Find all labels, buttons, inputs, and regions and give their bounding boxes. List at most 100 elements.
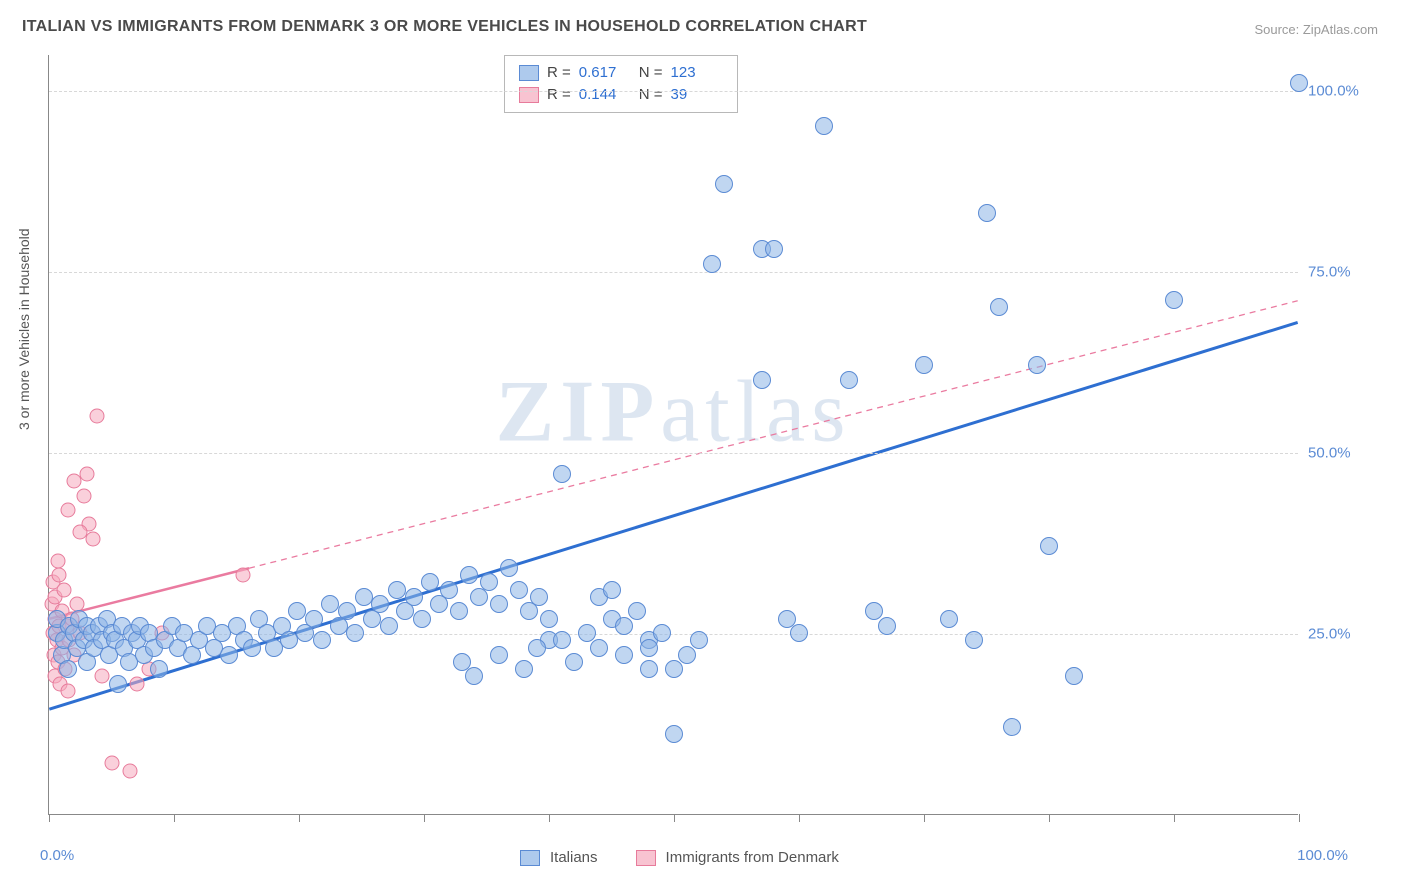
y-tick-label: 50.0% xyxy=(1308,445,1388,462)
data-point xyxy=(405,588,423,606)
data-point xyxy=(59,660,77,678)
x-tick xyxy=(1174,814,1175,822)
data-point xyxy=(235,568,250,583)
data-point xyxy=(123,763,138,778)
data-point xyxy=(590,639,608,657)
data-point xyxy=(313,631,331,649)
data-point xyxy=(50,553,65,568)
regression-lines xyxy=(49,55,1298,814)
data-point xyxy=(500,559,518,577)
data-point xyxy=(220,646,238,664)
y-tick-label: 25.0% xyxy=(1308,626,1388,643)
data-point xyxy=(150,660,168,678)
data-point xyxy=(465,667,483,685)
data-point xyxy=(528,639,546,657)
data-point xyxy=(1040,537,1058,555)
data-point xyxy=(490,646,508,664)
data-point xyxy=(578,624,596,642)
x-tick xyxy=(174,814,175,822)
data-point xyxy=(765,240,783,258)
data-point xyxy=(1028,356,1046,374)
data-point xyxy=(978,204,996,222)
data-point xyxy=(94,669,109,684)
data-point xyxy=(515,660,533,678)
data-point xyxy=(653,624,671,642)
data-point xyxy=(380,617,398,635)
data-point xyxy=(965,631,983,649)
y-tick-label: 100.0% xyxy=(1308,83,1388,100)
data-point xyxy=(77,488,92,503)
data-point xyxy=(790,624,808,642)
data-point xyxy=(878,617,896,635)
x-tick xyxy=(1049,814,1050,822)
data-point xyxy=(628,602,646,620)
data-point xyxy=(338,602,356,620)
data-point xyxy=(990,298,1008,316)
gridline xyxy=(49,272,1298,273)
data-point xyxy=(67,474,82,489)
data-point xyxy=(940,610,958,628)
scatter-plot-area: ZIPatlas R =0.617N =123R =0.144N =39 25.… xyxy=(48,55,1298,815)
data-point xyxy=(815,117,833,135)
data-point xyxy=(1165,291,1183,309)
series-legend: Italians Immigrants from Denmark xyxy=(520,849,839,866)
data-point xyxy=(450,602,468,620)
data-point xyxy=(540,610,558,628)
data-point xyxy=(421,573,439,591)
data-point xyxy=(715,175,733,193)
data-point xyxy=(460,566,478,584)
data-point xyxy=(104,756,119,771)
data-point xyxy=(553,465,571,483)
data-point xyxy=(57,582,72,597)
x-tick xyxy=(1299,814,1300,822)
data-point xyxy=(553,631,571,649)
gridline xyxy=(49,453,1298,454)
data-point xyxy=(129,676,144,691)
data-point xyxy=(690,631,708,649)
y-tick-label: 75.0% xyxy=(1308,264,1388,281)
chart-title: ITALIAN VS IMMIGRANTS FROM DENMARK 3 OR … xyxy=(22,18,867,36)
data-point xyxy=(85,531,100,546)
data-point xyxy=(840,371,858,389)
legend-swatch xyxy=(520,850,540,866)
data-point xyxy=(440,581,458,599)
data-point xyxy=(60,683,75,698)
data-point xyxy=(665,725,683,743)
data-point xyxy=(413,610,431,628)
data-point xyxy=(753,371,771,389)
data-point xyxy=(388,581,406,599)
series-legend-label: Immigrants from Denmark xyxy=(666,849,839,866)
data-point xyxy=(490,595,508,613)
data-point xyxy=(640,660,658,678)
data-point xyxy=(703,255,721,273)
legend-swatch xyxy=(636,850,656,866)
x-tick xyxy=(799,814,800,822)
x-axis-max-label: 100.0% xyxy=(1297,847,1348,864)
gridline xyxy=(49,91,1298,92)
series-legend-label: Italians xyxy=(550,849,598,866)
data-point xyxy=(615,617,633,635)
series-legend-item: Immigrants from Denmark xyxy=(636,849,839,866)
data-point xyxy=(510,581,528,599)
data-point xyxy=(615,646,633,664)
data-point xyxy=(346,624,364,642)
x-tick xyxy=(299,814,300,822)
data-point xyxy=(480,573,498,591)
data-point xyxy=(603,581,621,599)
series-legend-item: Italians xyxy=(520,849,598,866)
data-point xyxy=(109,675,127,693)
x-tick xyxy=(49,814,50,822)
y-axis-label: 3 or more Vehicles in Household xyxy=(16,228,32,430)
data-point xyxy=(1290,74,1308,92)
data-point xyxy=(73,524,88,539)
x-tick xyxy=(924,814,925,822)
data-point xyxy=(915,356,933,374)
data-point xyxy=(280,631,298,649)
data-point xyxy=(1003,718,1021,736)
data-point xyxy=(371,595,389,613)
data-point xyxy=(665,660,683,678)
x-axis-min-label: 0.0% xyxy=(40,847,74,864)
data-point xyxy=(52,568,67,583)
source-attribution: Source: ZipAtlas.com xyxy=(1254,22,1378,37)
data-point xyxy=(243,639,261,657)
